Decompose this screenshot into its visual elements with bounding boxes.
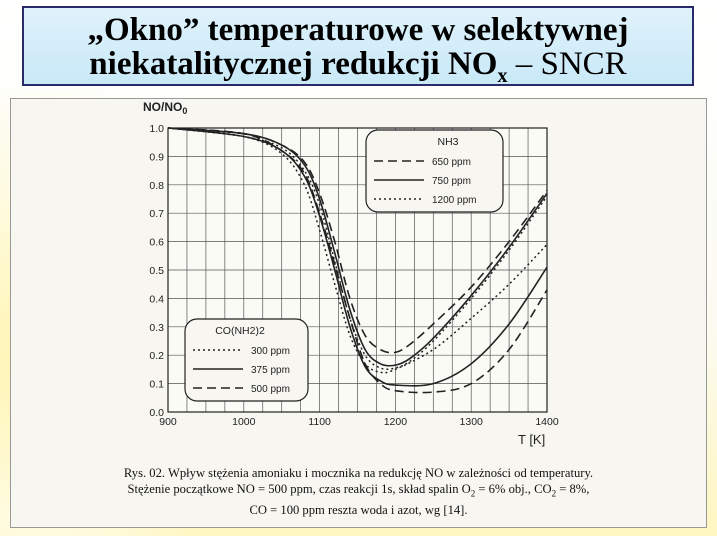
figure-caption: Rys. 02. Wpływ stężenia amoniaku i moczn… [10, 465, 707, 518]
title-line-2-main: niekatalitycznej redukcji NO [89, 46, 498, 82]
y-tick-label: 0.9 [149, 151, 164, 163]
x-tick-label: 1200 [384, 416, 408, 428]
chart-series [167, 127, 548, 394]
legend-label: 375 ppm [251, 365, 290, 376]
y-axis-label: NO/NO0 [143, 100, 187, 116]
caption-o2-subscript: 2 [470, 488, 476, 499]
chart-ticks: 0.0 0.1 0.2 0.3 0.4 0.5 0.6 0.7 0.8 0.9 1.0 900 1000… [149, 123, 558, 428]
y-tick-label: 1.0 [149, 123, 164, 135]
x-tick-label: 1400 [535, 416, 559, 428]
x-tick-label: 900 [159, 416, 177, 428]
series-line [167, 127, 548, 354]
caption-line-3: CO = 100 ppm reszta woda i azot, wg [14]… [249, 502, 468, 517]
legend-label: 1200 ppm [432, 195, 476, 206]
legend-box [365, 129, 504, 213]
y-axis-label-subscript: 0 [182, 106, 187, 116]
x-axis-label: T [K] [518, 432, 545, 447]
y-tick-label: 0.1 [149, 379, 164, 391]
x-tick-label: 1100 [308, 416, 331, 428]
caption-line-2b: = 6% obj., CO [475, 482, 552, 496]
title-line-1: „Okno” temperaturowe w selektywnej [87, 12, 629, 48]
series-line [167, 127, 548, 367]
caption-line-2: Stężenie początkowe NO = 500 ppm, czas r… [10, 481, 707, 502]
legend-label: 750 ppm [432, 176, 471, 187]
legend-label: 500 ppm [251, 384, 290, 395]
title-line-2-subscript: x [497, 65, 508, 87]
caption-co2-subscript: 2 [551, 488, 557, 499]
series-line [167, 127, 548, 370]
legend-label: 650 ppm [432, 157, 471, 168]
x-tick-label: 1300 [460, 416, 484, 428]
legend-label: 300 ppm [251, 346, 290, 357]
plot-frame [167, 127, 548, 413]
legend-title: NH3 [437, 136, 458, 148]
chart-legends: NH3 650 ppm 750 ppm 1200 ppm CO(NH2)2 300 ppm… [184, 129, 504, 402]
legend-title: CO(NH2)2 [215, 325, 265, 337]
caption-line-2a: Stężenie początkowe NO = 500 ppm, czas r… [127, 482, 471, 496]
caption-line-1: Rys. 02. Wpływ stężenia amoniaku i moczn… [123, 466, 594, 480]
title-line-2-tail: – SNCR [507, 46, 627, 82]
y-tick-label: 0.8 [149, 180, 164, 192]
y-tick-label: 0.6 [149, 237, 164, 249]
y-tick-label: 0.4 [149, 293, 164, 305]
y-axis-label-main: NO/NO [143, 100, 182, 114]
title-line-2: niekatalitycznej redukcji NOx – SNCR [24, 47, 692, 93]
y-tick-label: 0.5 [149, 265, 164, 277]
caption-line-2c: = 8%, [556, 482, 590, 496]
y-tick-label: 0.3 [149, 322, 164, 334]
slide-title: „Okno” temperaturowe w selektywnej nieka… [22, 6, 694, 87]
x-tick-label: 1000 [232, 416, 256, 428]
legend-box [184, 318, 309, 402]
series-line [167, 127, 548, 374]
y-tick-label: 0.7 [149, 208, 164, 220]
y-tick-label: 0.0 [149, 407, 164, 419]
series-line [167, 127, 548, 394]
y-tick-label: 0.2 [149, 350, 164, 362]
